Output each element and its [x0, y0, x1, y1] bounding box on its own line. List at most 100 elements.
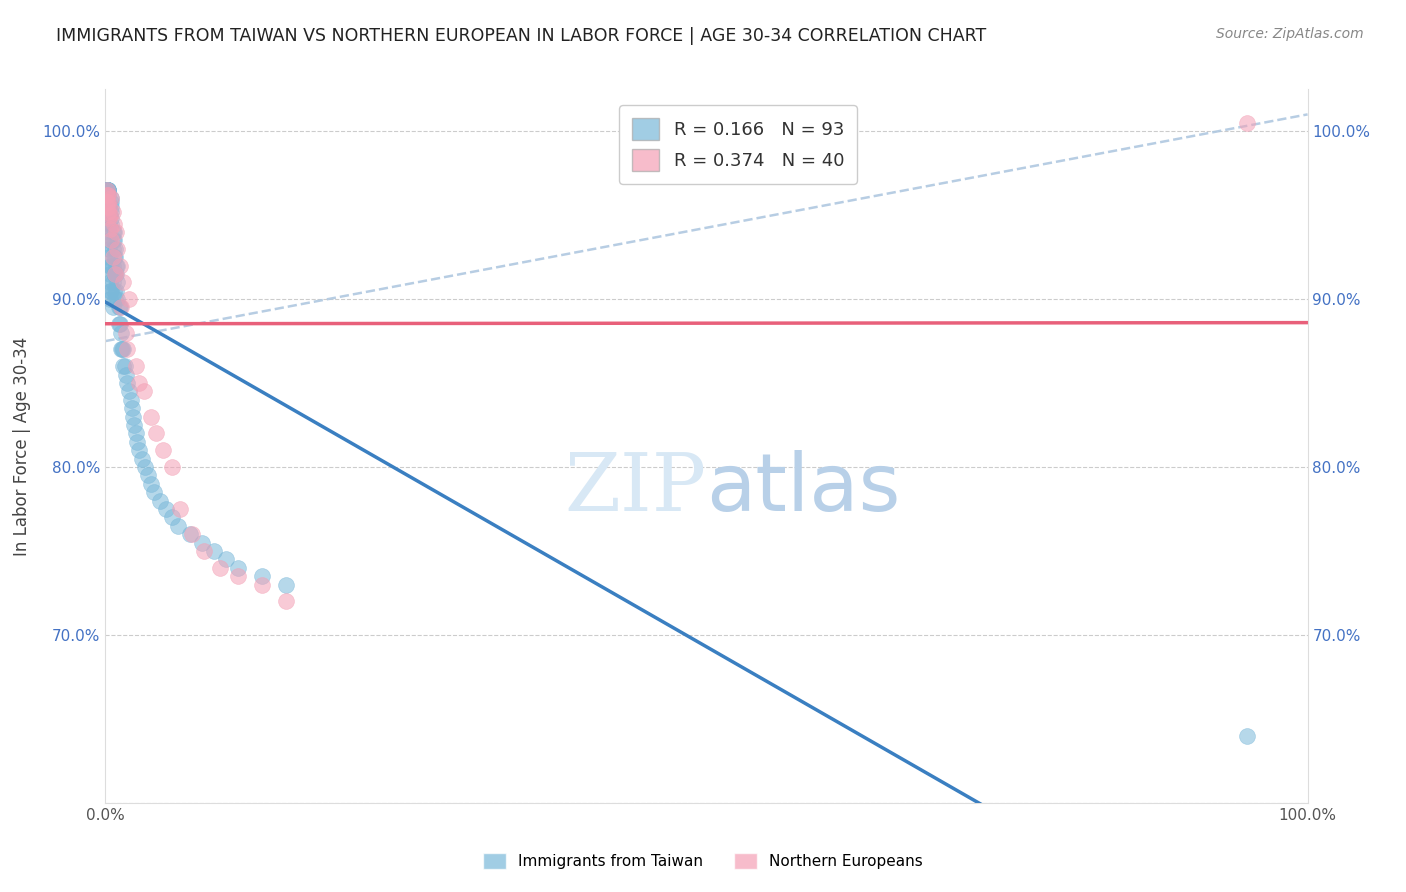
Point	[226, 569, 249, 583]
Point	[160, 510, 183, 524]
Point	[98, 225, 121, 239]
Point	[107, 275, 129, 289]
Point	[100, 191, 122, 205]
Point	[136, 468, 159, 483]
Point	[101, 250, 124, 264]
Point	[139, 476, 162, 491]
Point	[97, 183, 120, 197]
Text: Source: ZipAtlas.com: Source: ZipAtlas.com	[1216, 27, 1364, 41]
Point	[96, 183, 118, 197]
Point	[105, 225, 128, 239]
Point	[111, 343, 134, 357]
Point	[112, 359, 135, 374]
Point	[118, 384, 141, 399]
Y-axis label: In Labor Force | Age 30-34: In Labor Force | Age 30-34	[14, 336, 31, 556]
Point	[98, 250, 121, 264]
Point	[100, 191, 122, 205]
Point	[193, 544, 215, 558]
Point	[110, 343, 132, 357]
Point	[226, 560, 249, 574]
Point	[208, 560, 231, 574]
Point	[124, 417, 146, 432]
Point	[179, 527, 201, 541]
Point	[190, 535, 212, 549]
Point	[108, 318, 131, 332]
Point	[97, 200, 120, 214]
Point	[97, 188, 120, 202]
Point	[121, 401, 143, 416]
Point	[152, 443, 174, 458]
Point	[97, 188, 120, 202]
Point	[96, 183, 118, 197]
Point	[155, 502, 177, 516]
Point	[128, 376, 150, 390]
Point	[100, 284, 122, 298]
Point	[96, 183, 118, 197]
Point	[112, 343, 135, 357]
Point	[160, 460, 183, 475]
Point	[97, 194, 120, 209]
Point	[96, 194, 118, 209]
Point	[104, 242, 127, 256]
Point	[125, 434, 148, 449]
Point	[166, 518, 188, 533]
Point	[97, 183, 120, 197]
Point	[145, 426, 167, 441]
Point	[96, 183, 118, 197]
Point	[105, 267, 128, 281]
Point	[97, 183, 120, 197]
Point	[108, 259, 131, 273]
Point	[96, 183, 118, 197]
Point	[96, 183, 118, 197]
Point	[96, 183, 118, 197]
Point	[214, 552, 236, 566]
Point	[101, 275, 124, 289]
Point	[107, 242, 129, 256]
Legend: Immigrants from Taiwan, Northern Europeans: Immigrants from Taiwan, Northern Europea…	[477, 847, 929, 875]
Point	[100, 211, 122, 226]
Point	[124, 359, 146, 374]
Point	[104, 267, 127, 281]
Point	[103, 284, 125, 298]
Point	[101, 225, 124, 239]
Point	[98, 211, 121, 226]
Text: IMMIGRANTS FROM TAIWAN VS NORTHERN EUROPEAN IN LABOR FORCE | AGE 30-34 CORRELATI: IMMIGRANTS FROM TAIWAN VS NORTHERN EUROP…	[56, 27, 987, 45]
Point	[1236, 729, 1258, 743]
Point	[101, 301, 124, 315]
Point	[128, 443, 150, 458]
Point	[98, 284, 121, 298]
Point	[98, 242, 121, 256]
Legend: R = 0.166   N = 93, R = 0.374   N = 40: R = 0.166 N = 93, R = 0.374 N = 40	[620, 105, 856, 184]
Point	[114, 359, 136, 374]
Point	[98, 275, 121, 289]
Point	[274, 594, 297, 608]
Point	[104, 250, 127, 264]
Point	[98, 259, 121, 273]
Point	[98, 217, 121, 231]
Point	[104, 267, 127, 281]
Point	[100, 233, 122, 247]
Point	[98, 200, 121, 214]
Point	[108, 301, 131, 315]
Point	[98, 208, 121, 222]
Point	[100, 204, 122, 219]
Point	[98, 221, 121, 235]
Point	[103, 250, 125, 264]
Text: ZIP: ZIP	[565, 450, 707, 528]
Point	[101, 204, 124, 219]
Point	[105, 284, 128, 298]
Point	[103, 225, 125, 239]
Point	[104, 292, 127, 306]
Point	[115, 368, 138, 382]
Point	[250, 577, 273, 591]
Point	[134, 460, 156, 475]
Point	[97, 194, 120, 209]
Text: atlas: atlas	[707, 450, 901, 528]
Point	[107, 292, 129, 306]
Point	[118, 292, 141, 306]
Point	[131, 451, 153, 466]
Point	[1236, 116, 1258, 130]
Point	[115, 326, 138, 340]
Point	[250, 569, 273, 583]
Point	[105, 259, 128, 273]
